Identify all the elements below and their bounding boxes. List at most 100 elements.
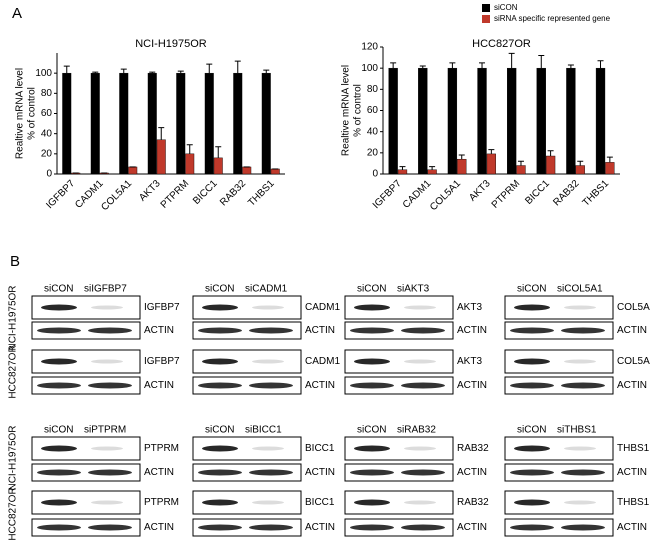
band: [561, 327, 605, 334]
blot-box: [31, 490, 141, 515]
bar: [62, 72, 72, 175]
blot-box: [504, 295, 614, 320]
bar: [270, 168, 280, 175]
blot-panel: siCON siCADM1 CADM1 ACTIN CADM1 ACTIN: [192, 284, 340, 395]
x-tick-label: COL5A1: [428, 178, 463, 213]
x-tick-label: PTPRM: [490, 178, 523, 211]
error-bar: [597, 60, 604, 69]
band: [561, 524, 605, 531]
bar: [418, 67, 428, 175]
blot-box: [344, 295, 454, 320]
band: [249, 382, 293, 389]
error-bar: [419, 65, 426, 69]
error-bar: [517, 160, 524, 166]
blot-box: [31, 321, 141, 340]
band: [37, 327, 81, 334]
band: [252, 500, 284, 505]
target-label: RAB32: [457, 443, 489, 454]
band: [510, 469, 554, 476]
band: [249, 469, 293, 476]
bar: [566, 67, 576, 175]
bar: [176, 72, 186, 175]
bar: [242, 166, 252, 175]
blot-box: [344, 463, 454, 482]
band: [37, 524, 81, 531]
y-tick-label: 40: [367, 126, 379, 137]
error-bar: [120, 68, 127, 74]
band: [514, 358, 550, 365]
bar: [119, 72, 129, 175]
y-axis-label: Realtive mRNA level: [341, 65, 352, 156]
lane-label: siCON: [517, 284, 546, 295]
target-label: COL5A1: [617, 302, 650, 313]
lane-label: siCON: [44, 284, 73, 295]
band: [88, 327, 132, 334]
target-label: BICC1: [305, 443, 335, 454]
band: [91, 305, 123, 310]
x-tick-label: AKT3: [467, 178, 493, 204]
control-label: ACTIN: [457, 467, 487, 478]
band: [350, 327, 394, 334]
legend-label: siRNA specific represented gene: [494, 14, 611, 23]
blot-panel: siCON siTHBS1 THBS1 ACTIN THBS1 ACTIN: [504, 425, 650, 537]
blot-panel: siCON siCOL5A1 COL5A1 ACTIN COL5A1 ACTIN: [504, 284, 650, 395]
blot-box: [31, 518, 141, 537]
x-tick-label: BICC1: [191, 178, 220, 207]
band: [249, 327, 293, 334]
band: [198, 524, 242, 531]
control-label: ACTIN: [457, 522, 487, 533]
control-label: ACTIN: [305, 467, 335, 478]
lane-label: siCON: [357, 284, 386, 295]
blot-box: [192, 349, 302, 374]
control-label: ACTIN: [305, 522, 335, 533]
band: [401, 382, 445, 389]
error-bar: [63, 65, 70, 74]
band: [202, 304, 238, 311]
bar: [595, 67, 606, 175]
band: [350, 469, 394, 476]
error-bar: [449, 62, 456, 69]
band: [41, 445, 77, 452]
band: [252, 359, 284, 364]
bar: [204, 72, 214, 175]
legend-label: siCON: [494, 3, 518, 12]
lane-label: siTHBS1: [557, 425, 597, 436]
error-bar: [390, 62, 397, 69]
band: [88, 524, 132, 531]
cell-line-label: HCC827OR: [8, 487, 19, 540]
error-bar: [206, 63, 213, 74]
control-label: ACTIN: [457, 380, 487, 391]
y-tick-label: 120: [361, 42, 378, 53]
band: [404, 359, 436, 364]
bar: [605, 162, 615, 175]
target-label: PTPRM: [144, 497, 179, 508]
x-tick-label: AKT3: [137, 178, 163, 204]
band: [561, 469, 605, 476]
band: [354, 304, 390, 311]
band: [91, 500, 123, 505]
band: [510, 524, 554, 531]
chart-title: NCI-H1975OR: [135, 38, 207, 50]
target-label: IGFBP7: [144, 302, 180, 313]
y-tick-label: 20: [367, 147, 379, 158]
blot-box: [504, 349, 614, 374]
band: [564, 500, 596, 505]
bar: [388, 67, 398, 175]
bar: [233, 72, 243, 175]
error-bar: [92, 71, 99, 74]
x-tick-label: COL5A1: [99, 178, 134, 213]
band: [41, 358, 77, 365]
band: [510, 327, 554, 334]
bar: [477, 67, 487, 175]
blot-box: [31, 436, 141, 461]
blot-box: [192, 436, 302, 461]
x-tick-label: THBS1: [246, 178, 277, 209]
band: [41, 499, 77, 506]
band: [198, 382, 242, 389]
lane-label: siCON: [357, 425, 386, 436]
bar: [185, 153, 195, 175]
band: [514, 304, 550, 311]
legend-swatch: [482, 4, 490, 12]
band: [401, 524, 445, 531]
lane-label: siBICC1: [245, 425, 282, 436]
